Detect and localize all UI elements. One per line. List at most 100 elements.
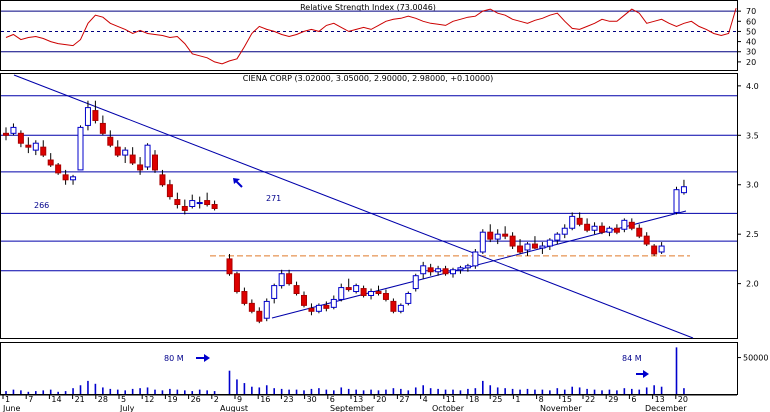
price-tick-label: 3.5 — [746, 131, 759, 140]
candle — [10, 123, 17, 136]
price-tick-label: 3.0 — [746, 181, 759, 190]
candle-body — [25, 144, 32, 148]
candle — [569, 212, 576, 231]
candle — [636, 224, 643, 239]
date-tick-label: 1 — [515, 395, 520, 404]
candle-body — [181, 205, 188, 211]
candle-body — [584, 223, 591, 231]
candle — [539, 242, 546, 254]
candle — [382, 289, 389, 302]
date-tick-label: 26 — [191, 395, 201, 404]
rsi-line — [5, 7, 737, 65]
candle — [464, 263, 471, 272]
volume-panel-frame — [0, 342, 738, 395]
annotation-271: 271 — [266, 194, 281, 203]
candle — [472, 249, 479, 269]
candle — [301, 291, 307, 308]
candle — [32, 140, 39, 156]
candle-body — [569, 215, 576, 229]
candle-body — [278, 273, 285, 287]
date-tick-label: 13 — [353, 395, 363, 404]
candle — [509, 232, 516, 250]
candle-body — [55, 164, 62, 174]
date-tick-label: 1 — [5, 395, 10, 404]
candle — [256, 307, 263, 324]
candle-body — [375, 291, 382, 295]
candle — [159, 169, 166, 187]
price-candles — [3, 100, 687, 324]
candle-body — [47, 159, 54, 166]
date-tick-label: 20 — [376, 395, 386, 404]
annotation-266: 266 — [34, 201, 49, 210]
candle — [62, 169, 69, 185]
candle-body — [122, 149, 129, 156]
candle-body — [368, 291, 375, 296]
candle — [189, 194, 196, 209]
candle-body — [442, 268, 449, 275]
candle-body — [129, 154, 136, 164]
candle-body — [263, 300, 270, 319]
date-tick-label: 23 — [283, 395, 293, 404]
candle — [673, 186, 680, 215]
candle-body — [502, 233, 509, 237]
candle — [152, 150, 158, 173]
candle-body — [531, 243, 538, 249]
volume-axis-ticks: 50000 — [737, 354, 768, 363]
candle-body — [464, 265, 471, 269]
candle-body — [99, 122, 106, 134]
candle — [591, 222, 598, 235]
candle-body — [524, 243, 531, 251]
price-tick-label: 2.0 — [746, 280, 759, 289]
candle — [420, 261, 427, 279]
date-tick-label: 15 — [562, 395, 572, 404]
candle — [457, 265, 464, 274]
candle — [546, 238, 553, 250]
candle-body — [658, 245, 665, 253]
candle — [360, 285, 367, 298]
candle-body — [591, 225, 598, 231]
candle-body — [509, 235, 516, 247]
date-tick-label: 21 — [75, 395, 85, 404]
candle — [241, 287, 248, 306]
candle — [114, 140, 121, 158]
rsi-tick-label: 20 — [746, 58, 756, 67]
candle — [3, 127, 9, 141]
candle — [278, 269, 285, 289]
candle — [353, 283, 360, 294]
volume-annotation-84m: 84 M — [622, 354, 642, 363]
candle-body — [487, 231, 494, 240]
date-tick-label: 20 — [678, 395, 688, 404]
candle — [494, 229, 501, 245]
candle-body — [189, 200, 196, 207]
volume-annotation-80m: 80 M — [164, 354, 184, 363]
month-label: September — [330, 404, 375, 412]
candle — [680, 179, 687, 195]
candle — [55, 162, 62, 175]
candle-body — [360, 288, 367, 296]
candle — [427, 263, 434, 276]
candle-body — [3, 132, 9, 136]
candle — [166, 179, 173, 200]
candle-body — [77, 126, 84, 171]
candle-body — [159, 174, 166, 186]
candle-body — [17, 132, 24, 144]
candle-body — [10, 126, 17, 134]
date-axis: 1 7 14 21 28 5 12 19 26 2 9 16 23 30 6 13 20 27 4 11 18 25 1 8 1… — [0, 394, 737, 412]
candle-body — [286, 273, 293, 285]
candle-body — [166, 184, 173, 198]
candle-body — [152, 154, 158, 171]
date-tick-label: 14 — [51, 395, 61, 404]
candle-body — [390, 300, 397, 312]
candle — [144, 143, 151, 170]
date-tick-label: 27 — [399, 395, 409, 404]
candle-body — [420, 265, 427, 275]
candle-body — [226, 258, 233, 275]
candle — [174, 192, 181, 209]
candle-body — [345, 287, 352, 291]
candle — [47, 153, 54, 167]
candle-body — [211, 204, 218, 209]
candle-body — [204, 200, 211, 206]
candle — [487, 224, 494, 243]
arrow-icon — [233, 178, 243, 188]
